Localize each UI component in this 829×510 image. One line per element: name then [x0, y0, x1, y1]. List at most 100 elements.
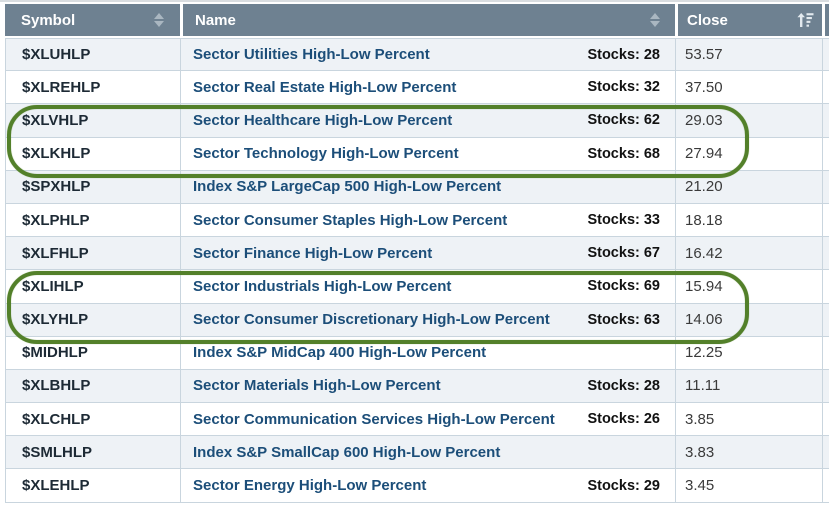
- table-row: $XLPHLP Sector Consumer Staples High-Low…: [5, 203, 829, 238]
- column-header-close[interactable]: Close: [675, 4, 822, 38]
- name-cell: Sector Finance High-Low Percent Stocks: …: [180, 237, 675, 271]
- name-link[interactable]: Sector Utilities High-Low Percent: [193, 46, 430, 64]
- name-cell: Sector Energy High-Low Percent Stocks: 2…: [180, 469, 675, 503]
- close-cell: 18.18: [675, 203, 822, 238]
- column-header-name[interactable]: Name: [180, 4, 675, 38]
- overflow-cell: [822, 71, 829, 105]
- overflow-cell: [822, 336, 829, 370]
- symbol-cell: $SMLHLP: [5, 436, 180, 470]
- name-link[interactable]: Sector Real Estate High-Low Percent: [193, 78, 457, 96]
- name-cell: Sector Consumer Discretionary High-Low P…: [180, 303, 675, 337]
- sort-up-arrow-icon: [650, 13, 660, 19]
- stocks-count: Stocks: 67: [587, 245, 660, 262]
- table-row: $MIDHLP Index S&P MidCap 400 High-Low Pe…: [5, 336, 829, 370]
- table-row: $XLREHLP Sector Real Estate High-Low Per…: [5, 71, 829, 105]
- name-cell: Sector Real Estate High-Low Percent Stoc…: [180, 71, 675, 105]
- symbol-cell: $XLVHLP: [5, 104, 180, 138]
- close-cell: 27.94: [675, 137, 822, 171]
- table-row: $XLCHLP Sector Communication Services Hi…: [5, 403, 829, 437]
- sort-amount-up-icon[interactable]: [797, 12, 814, 28]
- close-value: 37.50: [685, 78, 723, 96]
- stocks-count: Stocks: 26: [587, 411, 660, 428]
- stocks-count: Stocks: 28: [587, 377, 660, 394]
- close-value: 3.45: [685, 477, 715, 495]
- stocks-count: Stocks: 29: [587, 477, 660, 494]
- stocks-count: Stocks: 33: [587, 212, 660, 229]
- symbol-table-container: Symbol Name: [5, 4, 829, 503]
- name-link[interactable]: Sector Communication Services High-Low P…: [193, 410, 555, 428]
- close-value: 29.03: [685, 111, 723, 129]
- symbol-text: $XLVHLP: [22, 111, 89, 129]
- close-cell: 3.85: [675, 403, 822, 437]
- name-cell: Sector Industrials High-Low Percent Stoc…: [180, 270, 675, 304]
- table-body: $XLUHLP Sector Utilities High-Low Percen…: [5, 38, 829, 503]
- close-cell: 11.11: [675, 369, 822, 404]
- symbol-cell: $XLUHLP: [5, 38, 180, 72]
- overflow-cell: [822, 469, 829, 503]
- name-cell: Sector Communication Services High-Low P…: [180, 403, 675, 437]
- symbol-cell: $MIDHLP: [5, 336, 180, 370]
- overflow-cell: [822, 203, 829, 238]
- symbol-text: $MIDHLP: [22, 344, 88, 362]
- symbol-text: $XLBHLP: [22, 377, 91, 395]
- close-cell: 53.57: [675, 38, 822, 72]
- symbol-text: $XLREHLP: [22, 78, 101, 96]
- table-row: $XLKHLP Sector Technology High-Low Perce…: [5, 137, 829, 171]
- name-link[interactable]: Sector Energy High-Low Percent: [193, 477, 427, 495]
- symbol-cell: $XLIHLP: [5, 270, 180, 304]
- name-link[interactable]: Sector Finance High-Low Percent: [193, 244, 433, 262]
- close-cell: 16.42: [675, 237, 822, 271]
- overflow-cell: [822, 237, 829, 271]
- symbol-header-label: Symbol: [21, 11, 76, 29]
- table-row: $XLYHLP Sector Consumer Discretionary Hi…: [5, 303, 829, 337]
- table-row: $XLUHLP Sector Utilities High-Low Percen…: [5, 38, 829, 72]
- name-link[interactable]: Index S&P SmallCap 600 High-Low Percent: [193, 443, 501, 461]
- table-row: $SMLHLP Index S&P SmallCap 600 High-Low …: [5, 436, 829, 470]
- close-cell: 21.20: [675, 170, 822, 204]
- stocks-count: Stocks: 69: [587, 278, 660, 295]
- close-value: 3.85: [685, 410, 715, 428]
- symbol-text: $SMLHLP: [22, 443, 93, 461]
- name-link[interactable]: Index S&P MidCap 400 High-Low Percent: [193, 344, 487, 362]
- symbol-cell: $XLCHLP: [5, 403, 180, 437]
- close-value: 3.83: [685, 443, 715, 461]
- symbol-cell: $XLYHLP: [5, 303, 180, 337]
- close-cell: 12.25: [675, 336, 822, 370]
- name-cell: Index S&P MidCap 400 High-Low Percent: [180, 336, 675, 370]
- close-cell: 29.03: [675, 104, 822, 138]
- symbol-text: $SPXHLP: [22, 178, 91, 196]
- close-value: 15.94: [685, 277, 723, 295]
- symbol-cell: $XLFHLP: [5, 237, 180, 271]
- close-cell: 37.50: [675, 71, 822, 105]
- overflow-cell: [822, 369, 829, 404]
- symbol-cell: $XLREHLP: [5, 71, 180, 105]
- stocks-count: Stocks: 28: [587, 46, 660, 63]
- overflow-cell: [822, 38, 829, 72]
- close-value: 16.42: [685, 244, 723, 262]
- close-cell: 14.06: [675, 303, 822, 337]
- table-header-row: Symbol Name: [5, 4, 829, 38]
- overflow-cell: [822, 303, 829, 337]
- name-header-label: Name: [195, 11, 236, 29]
- name-link[interactable]: Sector Healthcare High-Low Percent: [193, 111, 453, 129]
- column-header-symbol[interactable]: Symbol: [5, 4, 180, 38]
- table-row: $XLEHLP Sector Energy High-Low Percent S…: [5, 469, 829, 503]
- sort-up-arrow-icon: [154, 13, 164, 19]
- sort-toggle-icon[interactable]: [650, 13, 660, 27]
- name-link[interactable]: Index S&P LargeCap 500 High-Low Percent: [193, 178, 502, 196]
- name-link[interactable]: Sector Technology High-Low Percent: [193, 145, 459, 163]
- close-value: 53.57: [685, 46, 723, 64]
- overflow-cell: [822, 104, 829, 138]
- table-row: $XLBHLP Sector Materials High-Low Percen…: [5, 369, 829, 404]
- name-cell: Sector Healthcare High-Low Percent Stock…: [180, 104, 675, 138]
- sort-toggle-icon[interactable]: [154, 13, 164, 27]
- close-value: 11.11: [685, 377, 721, 395]
- column-header-overflow: [822, 4, 829, 38]
- close-cell: 3.45: [675, 469, 822, 503]
- name-link[interactable]: Sector Consumer Discretionary High-Low P…: [193, 311, 550, 329]
- name-link[interactable]: Sector Industrials High-Low Percent: [193, 277, 452, 295]
- name-link[interactable]: Sector Consumer Staples High-Low Percent: [193, 211, 508, 229]
- name-link[interactable]: Sector Materials High-Low Percent: [193, 377, 441, 395]
- name-cell: Sector Technology High-Low Percent Stock…: [180, 137, 675, 171]
- symbol-text: $XLKHLP: [22, 145, 91, 163]
